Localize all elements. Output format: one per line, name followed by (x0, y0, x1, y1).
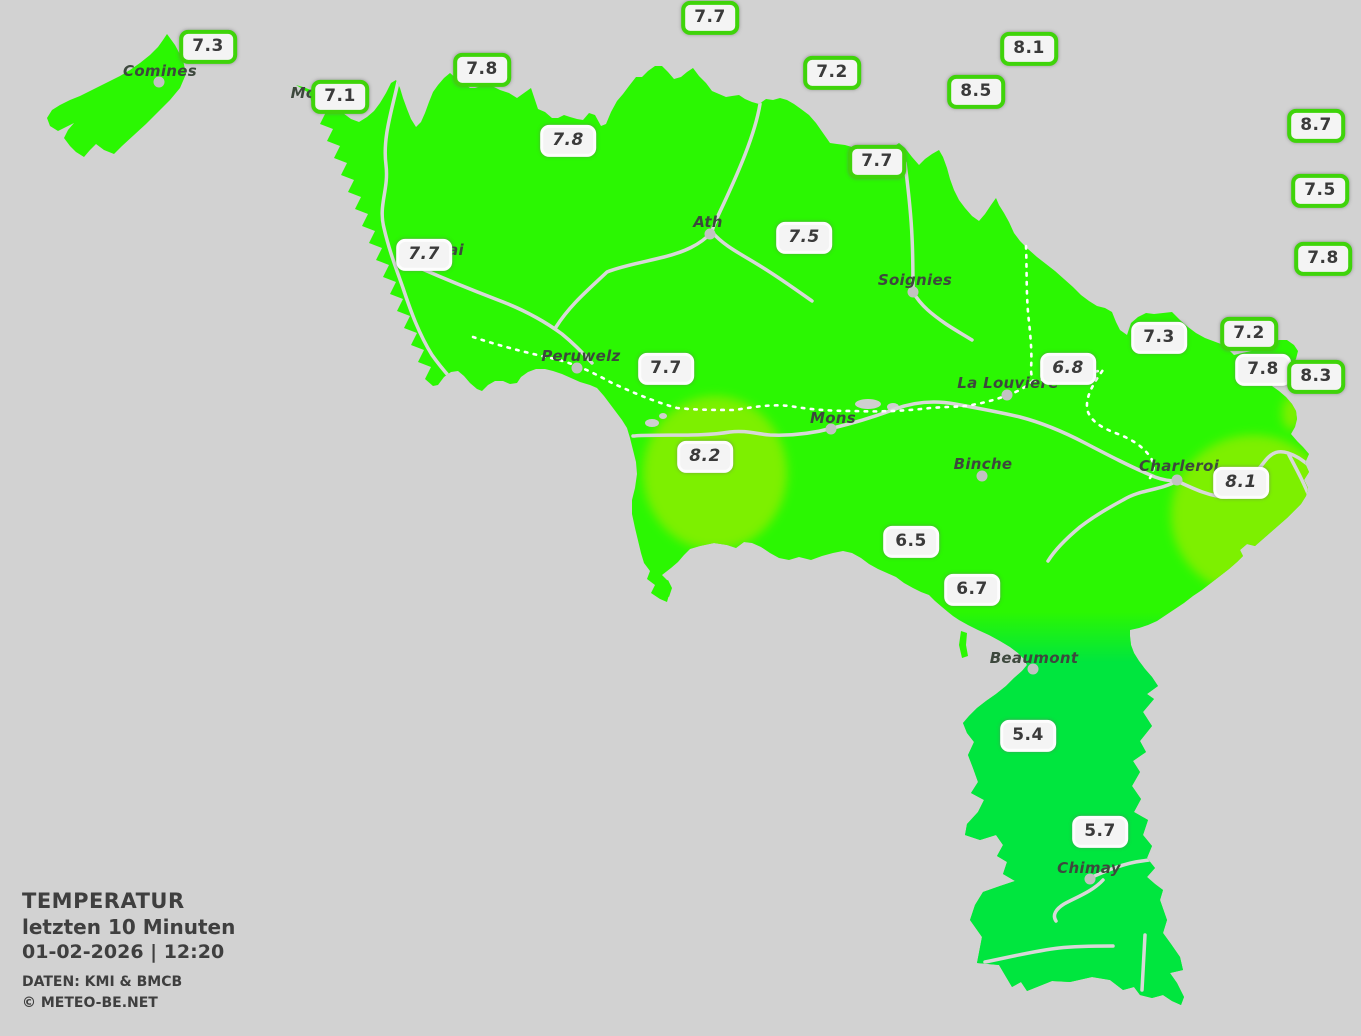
temp-badge[interactable]: 8.1 (1213, 466, 1269, 500)
city-dot (976, 470, 988, 482)
temp-badge[interactable]: 6.5 (883, 525, 939, 559)
boundary-dotted-lines (471, 244, 1155, 480)
city-dot (704, 228, 716, 240)
city-dot (825, 423, 837, 435)
temp-badge[interactable]: 7.7 (681, 0, 739, 36)
city-label: Charleroi (1138, 457, 1220, 475)
city-dot (907, 286, 919, 298)
copyright: © METEO-BE.NET (22, 995, 158, 1012)
temp-badge[interactable]: 7.1 (311, 79, 369, 115)
temp-badge[interactable]: 7.2 (1220, 316, 1278, 352)
city-dot (571, 362, 583, 374)
city-dot (1001, 389, 1013, 401)
temp-badge[interactable]: 8.2 (677, 440, 733, 474)
temp-badge[interactable]: 7.7 (396, 238, 452, 272)
temp-badge[interactable]: 7.7 (848, 144, 906, 180)
temp-badge[interactable]: 5.4 (1000, 719, 1056, 753)
temp-badge[interactable]: 8.5 (947, 74, 1005, 110)
temp-badge[interactable]: 7.8 (1235, 353, 1291, 387)
city-dot (153, 76, 165, 88)
temp-badge[interactable]: 7.8 (453, 52, 511, 88)
temp-badge[interactable]: 6.8 (1040, 352, 1096, 386)
data-source: DATEN: KMI & BMCB (22, 974, 183, 991)
city-label: Mons (809, 409, 857, 427)
temp-badge[interactable]: 8.3 (1287, 359, 1345, 395)
city-label: Soignies (877, 271, 953, 289)
map-islet (959, 631, 968, 658)
map-title: TEMPERATUR (22, 889, 185, 913)
temp-badge[interactable]: 7.8 (1294, 241, 1352, 277)
title-block: TEMPERATUR letzten 10 Minuten 01-02-2026… (22, 889, 235, 1014)
temp-badge[interactable]: 7.5 (1291, 173, 1349, 209)
city-label: La Louviere (957, 374, 1059, 392)
map-subtitle: letzten 10 Minuten (22, 914, 236, 939)
temp-badge[interactable]: 5.7 (1072, 815, 1128, 849)
temp-badge[interactable]: 7.5 (776, 221, 832, 255)
city-label: Binche (953, 455, 1013, 473)
temp-badge[interactable]: 6.7 (944, 573, 1000, 607)
temp-badge[interactable]: 8.7 (1287, 108, 1345, 144)
city-dot (1084, 873, 1096, 885)
city-label: Beaumont (989, 649, 1079, 667)
city-label: ai (448, 241, 464, 259)
city-label: Ath (693, 213, 723, 231)
temp-badge[interactable]: 7.2 (803, 55, 861, 91)
comines-exclave (47, 34, 186, 157)
temp-badge[interactable]: 7.3 (1131, 321, 1187, 355)
city-label: Peruwelz (541, 347, 621, 365)
city-label: Chimay (1057, 859, 1121, 877)
city-label: Comines (123, 62, 197, 80)
city-dot (1027, 663, 1039, 675)
city-dot (1171, 474, 1183, 486)
temp-badge[interactable]: 7.7 (638, 352, 694, 386)
temp-badge[interactable]: 7.8 (540, 124, 596, 158)
temp-badge[interactable]: 7.3 (179, 29, 237, 65)
map-datetime: 01-02-2026 | 12:20 (22, 940, 225, 963)
temp-badge[interactable]: 8.1 (1000, 31, 1058, 67)
